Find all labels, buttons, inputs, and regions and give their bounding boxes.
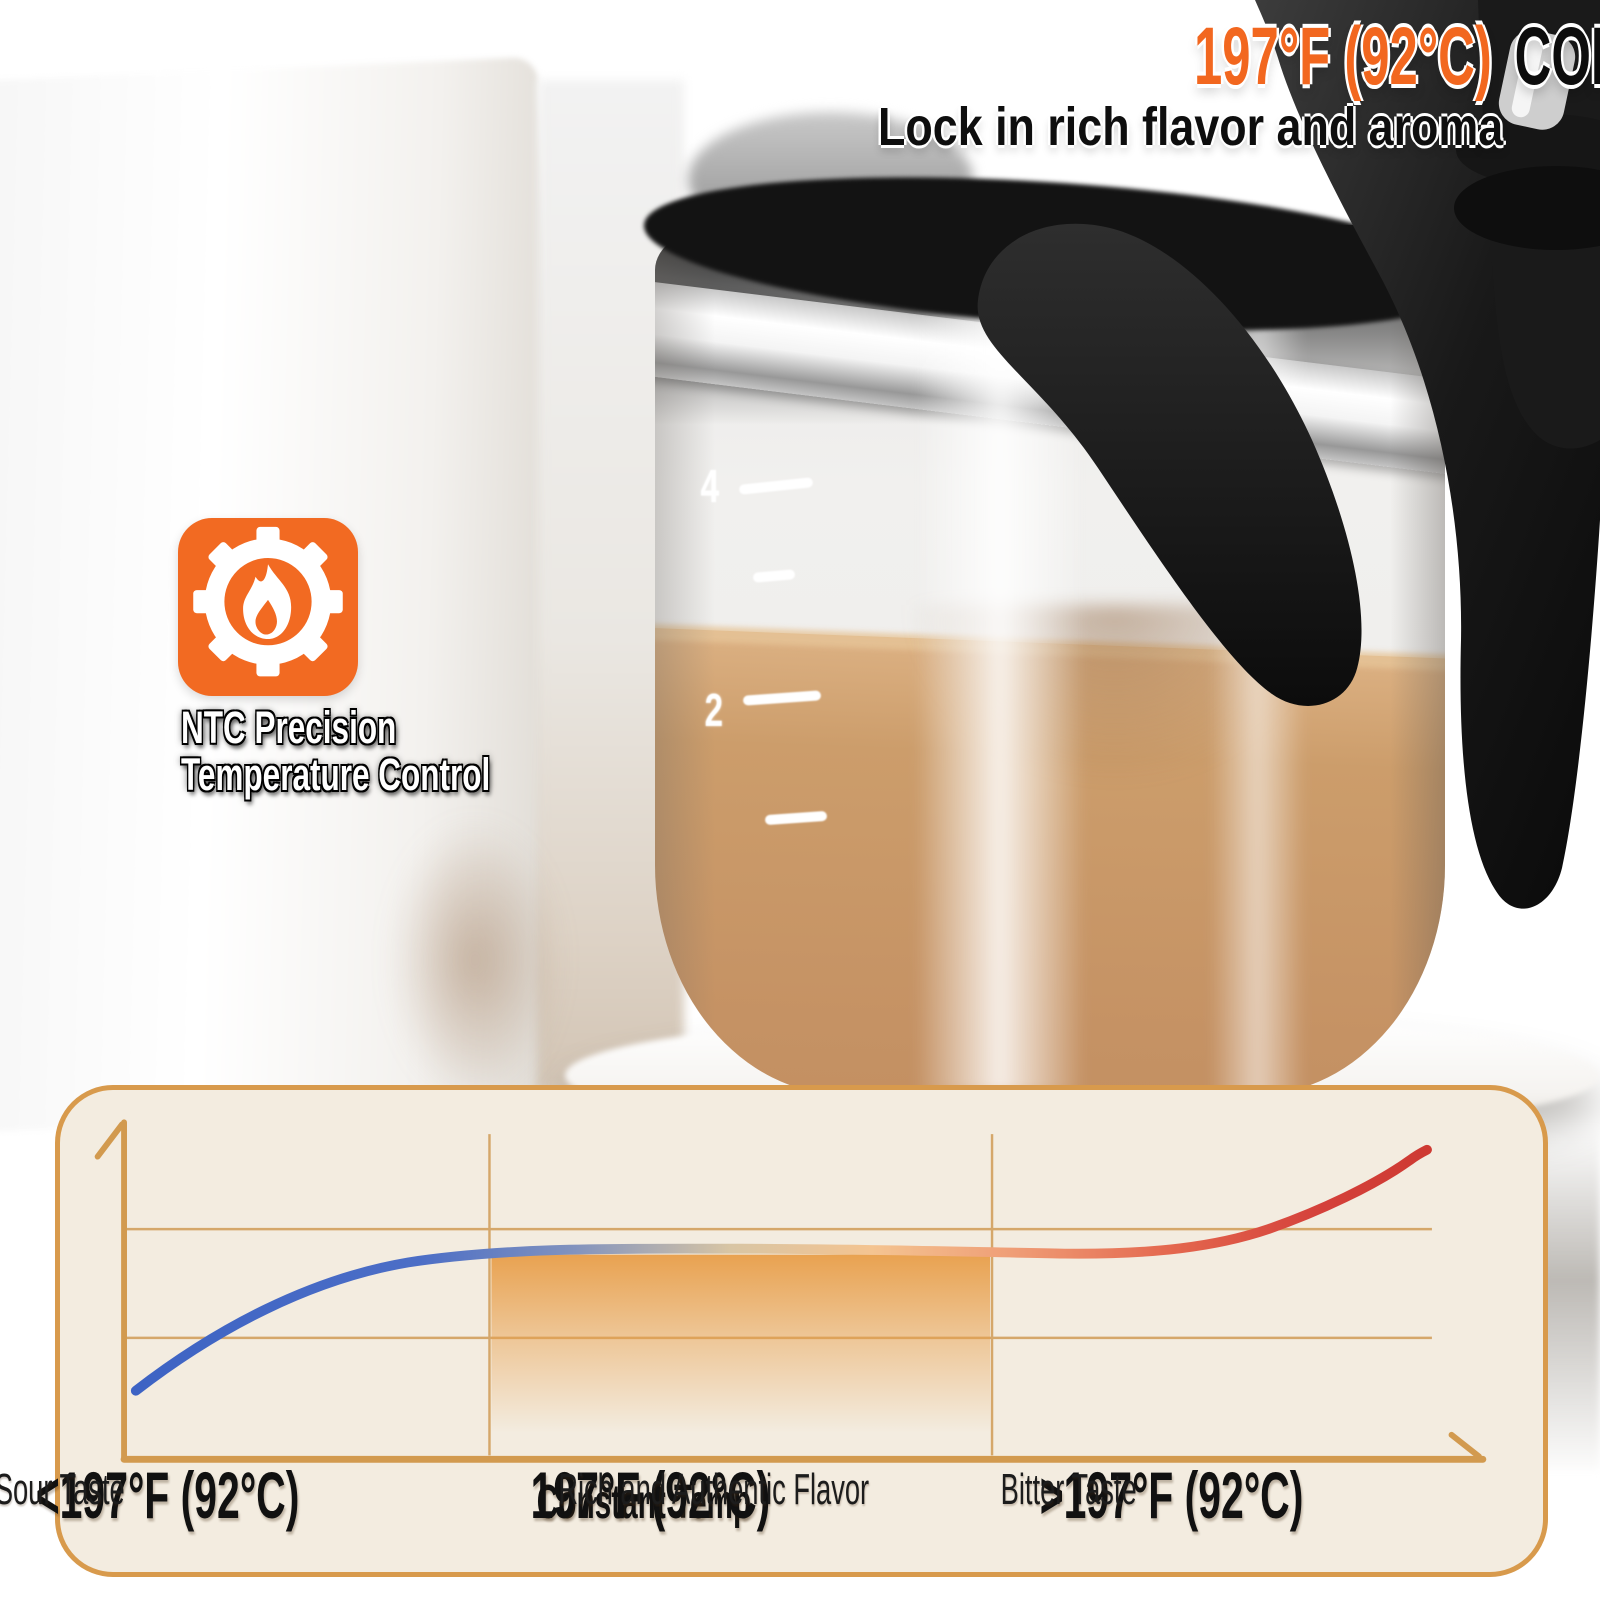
feature-caption: NTC Precision Temperature Control [181,702,601,798]
x-axis-arrow [1448,1431,1482,1460]
label-constant-temp-suffix: Constant Temp [537,1476,752,1529]
sublabel-rich-flavor: Rich and Authentic Flavor [558,1465,870,1514]
column-flange [1454,166,1600,250]
scale-mark-4: 4 [700,460,720,512]
temperature-curve-chart [94,1119,1487,1463]
flavor-curve [130,1144,1432,1396]
label-above-temp: >197°F (92°C) [1039,1458,1304,1532]
glass-tube-highlight [1511,38,1543,118]
label-below-temp: <197°F (92°C) [35,1458,300,1532]
sublabel-sour-taste: Sour Taste [0,1465,125,1514]
scale-mark-2: 2 [704,684,724,736]
handle-grip [977,223,1362,706]
temperature-chart-panel: <197°F (92°C) Sour Taste 197°F (92°C) Con… [0,1085,1548,1577]
label-constant-temp: 197°F (92°C) [530,1458,771,1532]
feature-caption-line2: Temperature Control [181,749,491,800]
headline-title: CONSTANT TEMPERATURE EXTRACTION [1514,11,1600,102]
flame-core [255,599,277,635]
constant-temp-band [491,1254,991,1433]
x-axis-labels: <197°F (92°C) Sour Taste 197°F (92°C) Con… [0,1458,1543,1574]
warm-reflection [390,820,560,1100]
y-axis-arrow [94,1121,126,1160]
feature-caption-line1: NTC Precision [181,702,397,753]
glass-edge-shading [655,225,715,1095]
base-shadow [1540,1125,1600,1470]
headline-temperature: 197°F (92°C) [1193,11,1492,102]
gear-flame-icon [193,526,343,677]
subtitle: Lock in rich flavor and aroma [878,97,1504,157]
sublabel-bitter-taste: Bitter Taste [1000,1465,1137,1514]
axes [94,1119,1487,1463]
ntc-feature-badge [178,518,358,696]
